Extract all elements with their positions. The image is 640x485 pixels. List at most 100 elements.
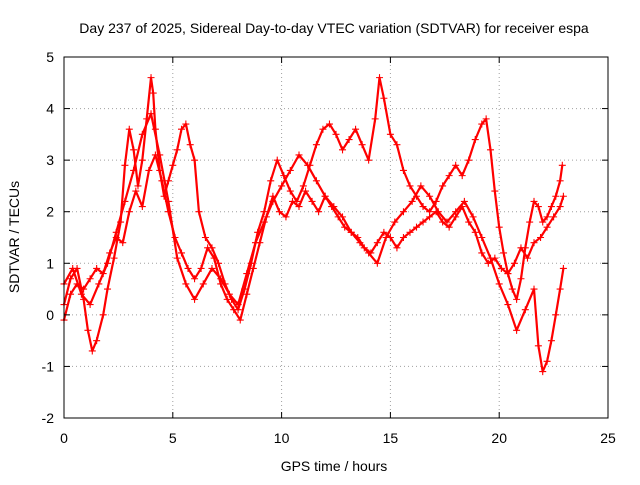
data-point bbox=[295, 203, 303, 211]
data-point bbox=[86, 301, 94, 309]
data-point bbox=[138, 130, 146, 138]
data-point bbox=[491, 187, 499, 195]
data-point bbox=[145, 166, 153, 174]
data-point bbox=[125, 208, 133, 216]
data-point bbox=[67, 290, 75, 298]
data-point bbox=[230, 306, 238, 314]
data-point bbox=[465, 218, 473, 226]
data-point bbox=[288, 197, 296, 205]
data-point bbox=[80, 285, 88, 293]
data-point bbox=[191, 156, 199, 164]
data-point bbox=[251, 239, 259, 247]
y-tick-label: 5 bbox=[46, 49, 54, 65]
data-point bbox=[201, 234, 209, 241]
x-tick-label: 0 bbox=[60, 430, 68, 446]
data-point bbox=[104, 285, 112, 293]
data-point bbox=[386, 130, 394, 138]
data-point bbox=[408, 197, 416, 205]
data-point bbox=[191, 275, 199, 283]
y-tick-label: -2 bbox=[42, 410, 55, 426]
data-point bbox=[125, 125, 133, 133]
data-point bbox=[93, 264, 101, 272]
data-point bbox=[471, 228, 479, 236]
chart-title: Day 237 of 2025, Sidereal Day-to-day VTE… bbox=[79, 20, 589, 36]
data-point bbox=[391, 218, 399, 226]
data-point bbox=[130, 166, 138, 174]
y-tick-label: 3 bbox=[46, 152, 54, 168]
data-point bbox=[260, 208, 268, 216]
data-point bbox=[445, 223, 453, 231]
data-point bbox=[460, 197, 468, 205]
plot-frame bbox=[63, 56, 609, 419]
data-point bbox=[86, 275, 94, 283]
data-point bbox=[93, 337, 101, 345]
data-point bbox=[312, 177, 320, 185]
data-point bbox=[236, 316, 244, 324]
data-point bbox=[558, 161, 566, 169]
data-point bbox=[371, 115, 379, 123]
data-point bbox=[517, 244, 525, 252]
data-point bbox=[210, 254, 218, 262]
data-point bbox=[399, 208, 407, 216]
y-tick-label: -1 bbox=[42, 358, 55, 374]
data-point bbox=[147, 110, 155, 118]
data-point bbox=[121, 197, 129, 205]
data-point bbox=[406, 228, 414, 236]
data-point bbox=[526, 218, 534, 226]
data-point bbox=[547, 337, 555, 345]
data-point bbox=[482, 115, 490, 123]
data-point bbox=[147, 74, 155, 82]
data-point bbox=[469, 213, 477, 221]
data-point bbox=[530, 285, 538, 293]
data-point bbox=[510, 259, 518, 267]
data-point bbox=[302, 187, 310, 195]
data-point bbox=[419, 218, 427, 226]
data-point bbox=[286, 166, 294, 174]
series-2 bbox=[60, 151, 567, 324]
data-point bbox=[478, 120, 486, 128]
data-point bbox=[373, 239, 381, 247]
data-point bbox=[178, 249, 186, 257]
data-point bbox=[495, 280, 503, 288]
data-point bbox=[508, 285, 516, 293]
data-point bbox=[149, 89, 157, 97]
data-point bbox=[539, 368, 547, 376]
data-point bbox=[156, 151, 164, 159]
data-point bbox=[517, 275, 525, 283]
data-point bbox=[339, 146, 347, 154]
data-point bbox=[380, 228, 388, 236]
y-tick-label: 1 bbox=[46, 255, 54, 271]
data-point bbox=[273, 156, 281, 164]
data-point bbox=[197, 264, 205, 272]
data-point bbox=[308, 197, 316, 205]
data-point bbox=[339, 213, 347, 221]
data-point bbox=[380, 94, 388, 102]
data-point bbox=[119, 239, 127, 247]
data-point bbox=[280, 172, 288, 180]
data-point bbox=[278, 182, 286, 190]
data-point bbox=[315, 208, 323, 216]
data-point bbox=[552, 311, 560, 319]
data-point bbox=[458, 172, 466, 180]
data-point bbox=[243, 290, 251, 298]
data-point bbox=[486, 254, 494, 262]
data-point bbox=[132, 187, 140, 195]
x-tick-label: 15 bbox=[383, 430, 399, 446]
data-point bbox=[95, 280, 103, 288]
y-tick-label: 2 bbox=[46, 204, 54, 220]
data-point bbox=[110, 254, 118, 262]
data-point bbox=[550, 213, 558, 221]
data-point bbox=[559, 264, 567, 272]
data-point bbox=[312, 141, 320, 149]
ticks: 0 5 10 15 20 25 -2 -1 0 1 2 3 4 5 bbox=[42, 49, 616, 446]
data-point bbox=[138, 156, 146, 164]
data-point bbox=[99, 311, 107, 319]
data-point bbox=[195, 208, 203, 216]
series-trace bbox=[62, 153, 565, 322]
data-point bbox=[543, 213, 551, 221]
y-axis-label: SDTVAR / TECUs bbox=[6, 181, 22, 293]
data-point bbox=[376, 74, 384, 82]
data-point bbox=[356, 239, 364, 247]
data-point bbox=[112, 228, 120, 236]
